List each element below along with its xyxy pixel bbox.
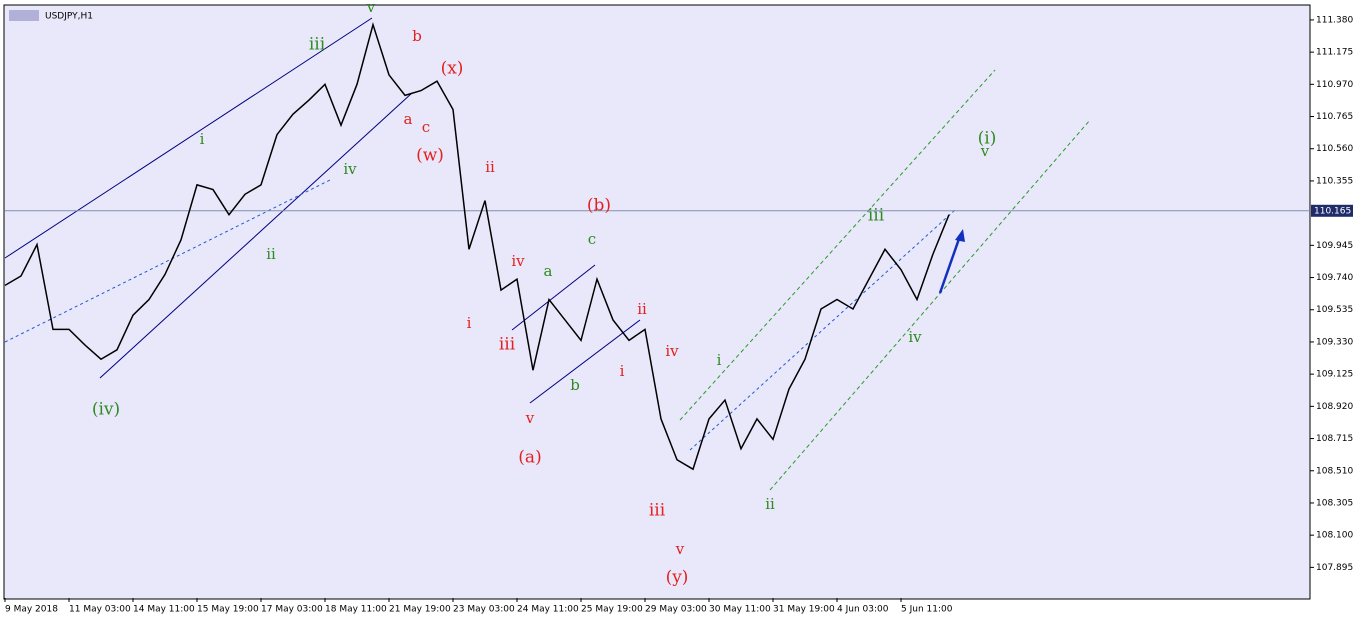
wave-label: c [588,230,596,248]
wave-label: iv [343,160,357,178]
wave-label: c [422,118,430,136]
x-tick-label: 21 May 19:00 [389,605,451,615]
y-tick-label: 109.740 [1316,273,1353,283]
wave-label: (a) [518,448,541,468]
channel-line [679,69,996,421]
wave-label: v [675,540,685,558]
wave-label: iii [868,206,885,226]
wave-label: iii [649,501,666,521]
chart-title: USDJPY,H1 [45,12,93,22]
x-tick-label: 9 May 2018 [5,605,58,615]
wave-label: i [717,351,722,369]
wave-label: b [412,27,422,45]
y-tick-label: 108.305 [1316,498,1353,508]
price-line [4,21,950,471]
trend-lines [4,17,1091,491]
x-tick-label: 17 May 03:00 [261,605,323,615]
y-tick-label: 111.175 [1316,48,1353,58]
price-axis [1311,5,1366,599]
y-tick-label: 108.510 [1316,466,1353,476]
arrow-head [955,229,965,242]
wave-label: (y) [666,568,689,588]
x-tick-label: 15 May 19:00 [197,605,259,615]
wave-label: v [366,0,376,16]
x-tick-label: 11 May 03:00 [69,605,131,615]
wave-label: ii [485,158,495,176]
wave-label: a [544,262,553,280]
wave-label: iv [511,252,525,270]
wave-label: iii [499,335,516,355]
wave-label: b [570,376,580,394]
y-tick-label: 109.330 [1316,337,1353,347]
plot-area [3,4,1311,600]
channel-line [769,119,1091,491]
wave-label: iv [665,342,679,360]
channel-line [4,17,373,259]
y-tick-label: 108.920 [1316,402,1353,412]
wave-label: ii [637,300,647,318]
y-tick-label: 109.125 [1316,370,1353,380]
channel-line [99,92,413,379]
wave-label: (x) [441,59,464,79]
wave-label: v [525,409,535,427]
window-icons [9,10,39,21]
wave-label: ii [266,245,276,263]
y-tick-label: 111.380 [1316,15,1353,25]
x-tick-label: 4 Jun 03:00 [837,605,889,615]
wave-label: (iv) [92,400,120,420]
y-tick-label: 107.895 [1316,563,1353,573]
wave-label: (w) [416,146,444,166]
x-tick-label: 24 May 11:00 [517,605,579,615]
y-tick-label: 110.765 [1316,112,1353,122]
y-tick-label: 108.715 [1316,434,1353,444]
wave-label: iv [908,328,922,346]
x-tick-label: 5 Jun 11:00 [901,605,953,615]
x-tick-label: 18 May 11:00 [325,605,387,615]
current-price-label: 110.165 [1314,206,1351,216]
arrow [938,235,962,294]
wave-label: a [404,110,413,128]
y-tick-label: 110.355 [1316,176,1353,186]
wave-label: v [980,142,990,160]
wave-label: ii [765,495,775,513]
x-tick-label: 14 May 11:00 [133,605,195,615]
wave-label: i [620,362,625,380]
x-tick-label: 23 May 03:00 [453,605,515,615]
wave-label: (b) [587,196,611,216]
y-tick-label: 110.560 [1316,144,1353,154]
wave-label: i [467,314,472,332]
x-tick-label: 29 May 03:00 [645,605,707,615]
channel-midline [4,179,331,343]
channel-line [511,264,596,331]
y-tick-label: 110.970 [1316,80,1353,90]
x-tick-label: 30 May 11:00 [709,605,771,615]
x-tick-label: 31 May 19:00 [773,605,835,615]
y-tick-label: 109.535 [1316,305,1353,315]
y-tick-label: 109.945 [1316,241,1353,251]
x-tick-label: 25 May 19:00 [581,605,643,615]
wave-label: i [200,130,205,148]
current-price-box [1311,204,1353,217]
channel-line [529,319,641,404]
wave-label: iii [309,35,326,55]
y-tick-label: 108.100 [1316,531,1353,541]
wave-label: (i) [978,129,997,149]
